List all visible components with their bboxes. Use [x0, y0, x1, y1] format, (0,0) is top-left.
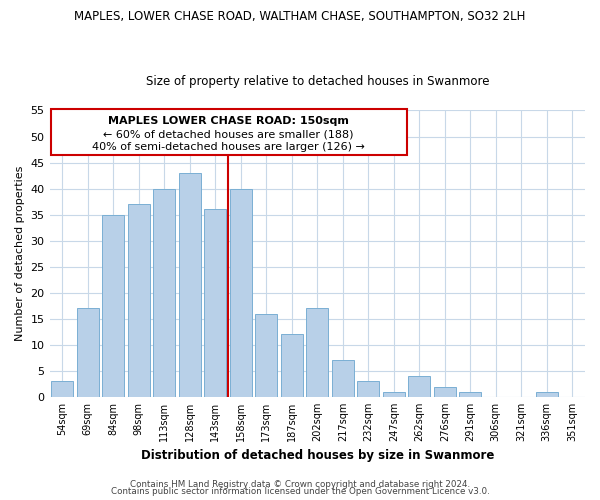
- Text: 40% of semi-detached houses are larger (126) →: 40% of semi-detached houses are larger (…: [92, 142, 365, 152]
- Bar: [383, 392, 404, 397]
- Bar: [179, 173, 200, 397]
- X-axis label: Distribution of detached houses by size in Swanmore: Distribution of detached houses by size …: [140, 450, 494, 462]
- Bar: [434, 386, 455, 397]
- Text: ← 60% of detached houses are smaller (188): ← 60% of detached houses are smaller (18…: [103, 129, 354, 139]
- Bar: [52, 382, 73, 397]
- Bar: [307, 308, 328, 397]
- Bar: [536, 392, 557, 397]
- Bar: [230, 188, 251, 397]
- Bar: [281, 334, 302, 397]
- Bar: [358, 382, 379, 397]
- Bar: [205, 210, 226, 397]
- Bar: [332, 360, 353, 397]
- Text: MAPLES LOWER CHASE ROAD: 150sqm: MAPLES LOWER CHASE ROAD: 150sqm: [108, 116, 349, 126]
- Bar: [460, 392, 481, 397]
- Y-axis label: Number of detached properties: Number of detached properties: [15, 166, 25, 342]
- FancyBboxPatch shape: [51, 110, 407, 155]
- Text: MAPLES, LOWER CHASE ROAD, WALTHAM CHASE, SOUTHAMPTON, SO32 2LH: MAPLES, LOWER CHASE ROAD, WALTHAM CHASE,…: [74, 10, 526, 23]
- Bar: [409, 376, 430, 397]
- Bar: [77, 308, 98, 397]
- Bar: [154, 188, 175, 397]
- Title: Size of property relative to detached houses in Swanmore: Size of property relative to detached ho…: [146, 76, 489, 88]
- Text: Contains HM Land Registry data © Crown copyright and database right 2024.: Contains HM Land Registry data © Crown c…: [130, 480, 470, 489]
- Text: Contains public sector information licensed under the Open Government Licence v3: Contains public sector information licen…: [110, 488, 490, 496]
- Bar: [256, 314, 277, 397]
- Bar: [128, 204, 149, 397]
- Bar: [103, 214, 124, 397]
